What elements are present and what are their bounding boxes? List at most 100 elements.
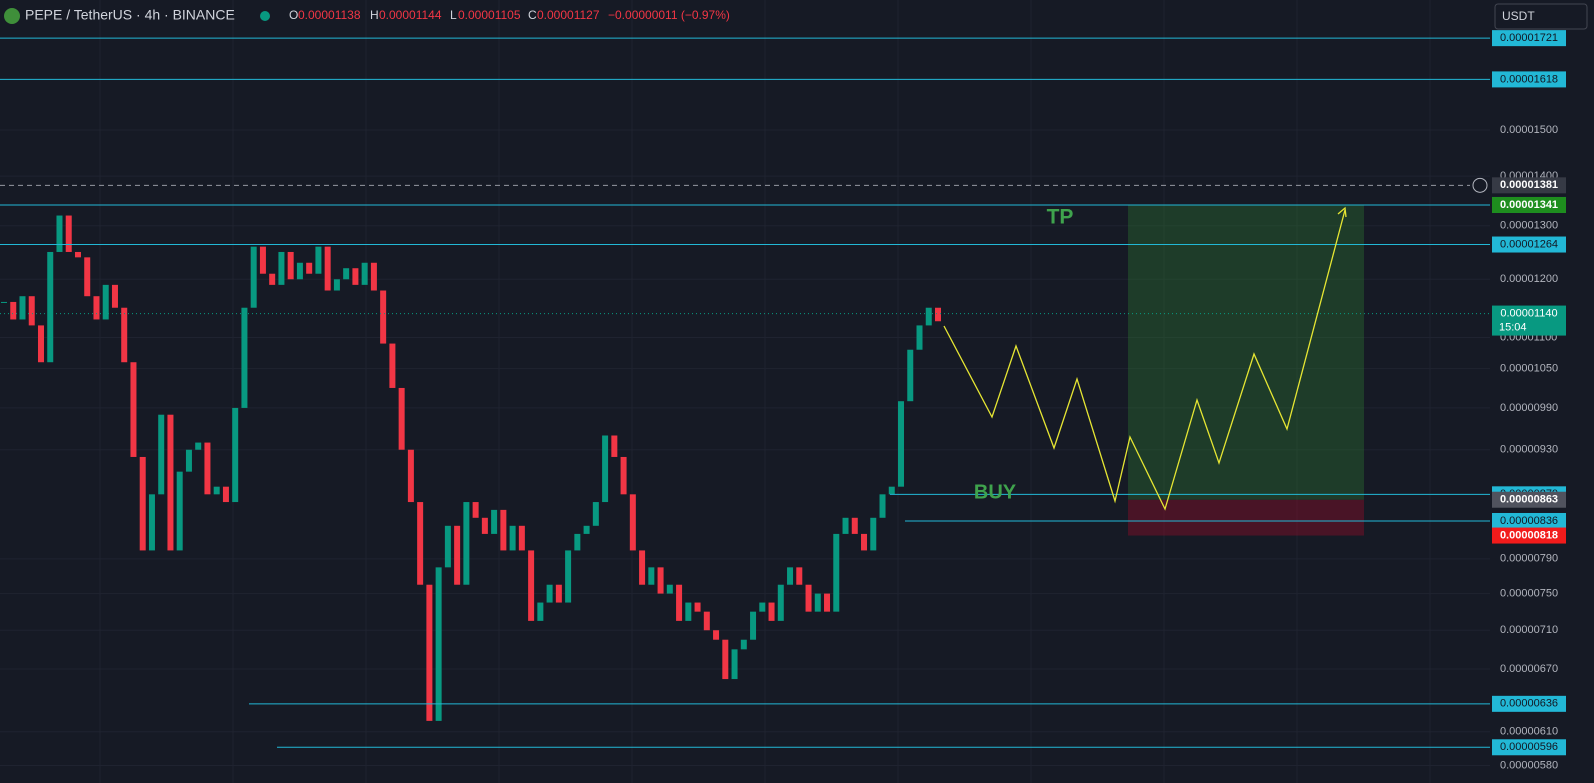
candle (158, 414, 165, 495)
candle (592, 502, 599, 526)
ohlc-value: 0.00001144 (379, 8, 442, 22)
current-price-label: 0.00001140 (1500, 307, 1557, 319)
candle (232, 407, 239, 503)
candle (824, 593, 831, 612)
candle (639, 550, 646, 585)
candle (102, 284, 109, 320)
candle (611, 435, 618, 457)
candle (685, 602, 692, 621)
ohlc-key: C (528, 8, 537, 22)
level-label: 0.00001264 (1500, 238, 1558, 250)
candle (269, 273, 276, 285)
candle (805, 584, 812, 612)
target-tag (1492, 196, 1566, 213)
buy-label: BUY (974, 481, 1017, 503)
candle (463, 502, 470, 585)
candle (833, 533, 840, 612)
candle (491, 509, 498, 534)
candle (759, 602, 766, 612)
levels (0, 37, 1490, 748)
stop-label: 0.00000818 (1500, 529, 1558, 541)
candle (315, 246, 322, 274)
candle (925, 307, 932, 326)
candle (768, 602, 775, 621)
crosshair-tag (1492, 177, 1566, 194)
target-label: 0.00001341 (1500, 199, 1558, 211)
level-label: 0.00000636 (1500, 698, 1558, 710)
candle (481, 517, 488, 534)
level-label: 0.00001618 (1500, 73, 1558, 85)
level-tag (1492, 71, 1566, 88)
candle (130, 362, 137, 457)
candle (259, 246, 266, 274)
candle (888, 486, 895, 495)
candle (1, 301, 7, 303)
ohlc-value: 0.00001138 (298, 8, 361, 22)
candle (65, 215, 72, 252)
stop-zone (1128, 499, 1364, 536)
candle (787, 567, 794, 585)
y-tick-label: 0.00001200 (1500, 273, 1558, 285)
candle (296, 262, 303, 280)
candle (676, 584, 683, 621)
candle (333, 279, 340, 291)
y-tick-label: 0.00001300 (1500, 220, 1558, 232)
entry-tag (1492, 491, 1566, 508)
candle (602, 435, 609, 503)
level-tag (1492, 739, 1566, 756)
candle (537, 602, 544, 621)
candle (509, 525, 516, 551)
level-label: 0.00001721 (1500, 32, 1558, 44)
candle (731, 649, 738, 680)
level-label: 0.00000836 (1500, 515, 1558, 527)
candle (361, 262, 368, 285)
candle (28, 296, 35, 326)
candle (518, 525, 525, 551)
candle (287, 251, 294, 280)
candle (472, 502, 479, 518)
symbol[interactable]: PEPE / TetherUS · 4h · BINANCE (25, 7, 235, 23)
candle (565, 550, 572, 603)
change: −0.00000011 (−0.97%) (608, 8, 730, 22)
candle (417, 502, 424, 585)
candle (306, 262, 313, 274)
candle (777, 584, 784, 621)
currency[interactable]: USDT (1502, 9, 1535, 23)
candle (879, 494, 886, 518)
grid (0, 0, 1490, 783)
ohlc-key: L (450, 8, 457, 22)
level-tag (1492, 236, 1566, 253)
price-axis (1490, 0, 1594, 783)
target-zone (1128, 204, 1364, 500)
candle (935, 307, 941, 322)
candle (222, 486, 229, 503)
y-tick-label: 0.00001500 (1500, 124, 1558, 136)
candle (861, 533, 868, 551)
candles (1, 215, 941, 721)
ohlc-value: 0.00001127 (537, 8, 600, 22)
candle (916, 325, 923, 350)
candle (740, 639, 747, 650)
candle (148, 494, 155, 551)
y-tick-label: 0.00000930 (1500, 444, 1558, 456)
add-button (1472, 177, 1488, 193)
candle (666, 584, 673, 594)
candle (10, 301, 17, 320)
candle (713, 630, 720, 640)
candle (139, 456, 146, 551)
candle (121, 307, 128, 363)
candle (398, 387, 405, 450)
status-dot (260, 11, 270, 21)
header: PEPE / TetherUS · 4h · BINANCE O 0.00001… (4, 3, 1588, 30)
candle (648, 567, 655, 585)
crosshair-label: 0.00001381 (1500, 179, 1558, 191)
currency-select[interactable] (1494, 3, 1588, 30)
candle (56, 215, 63, 252)
candle (74, 251, 81, 258)
candle (407, 449, 414, 503)
level-tag (1492, 695, 1566, 712)
y-tick-label: 0.00000790 (1500, 553, 1558, 565)
current-price-tag (1492, 305, 1566, 336)
candle (629, 494, 636, 551)
ohlc-key: H (370, 8, 379, 22)
